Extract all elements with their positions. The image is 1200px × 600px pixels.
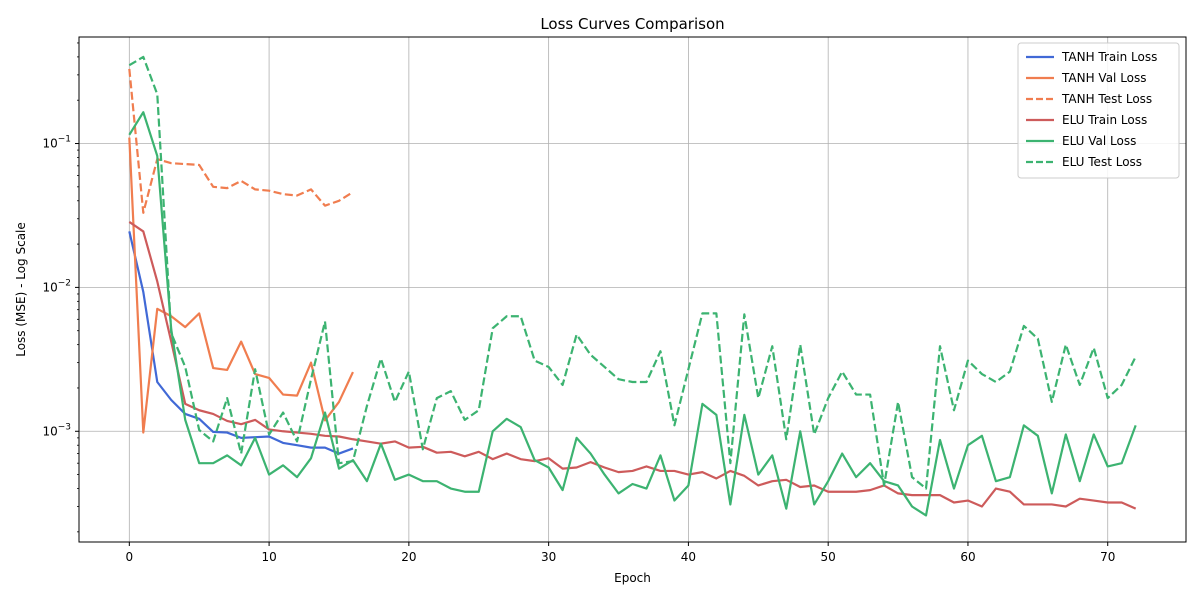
x-tick-label: 70	[1100, 550, 1115, 564]
x-tick-label: 60	[960, 550, 975, 564]
x-tick-label: 0	[125, 550, 133, 564]
legend-entry-label: TANH Train Loss	[1061, 50, 1157, 64]
x-axis: 0 10 20 30 40 50 60 70	[125, 542, 1115, 564]
plot-frame	[78, 36, 1187, 543]
series-line-tanh-val-loss	[128, 137, 354, 434]
legend-entry-label: TANH Test Loss	[1061, 92, 1152, 106]
series-line-elu-val-loss	[128, 111, 1137, 517]
y-tick-label: 10−1	[42, 135, 71, 151]
x-tick-label: 40	[681, 550, 696, 564]
grid	[79, 37, 1186, 542]
x-tick-label: 10	[261, 550, 276, 564]
chart-title: Loss Curves Comparison	[540, 15, 724, 33]
x-axis-label: Epoch	[614, 571, 651, 585]
x-tick-label: 50	[821, 550, 836, 564]
legend-entry-label: TANH Val Loss	[1061, 71, 1147, 85]
y-axis-label: Loss (MSE) - Log Scale	[14, 222, 28, 357]
legend-entry-label: ELU Val Loss	[1062, 134, 1136, 148]
legend-entry-label: ELU Test Loss	[1062, 155, 1142, 169]
series-group	[128, 55, 1137, 517]
x-tick-label: 30	[541, 550, 556, 564]
legend: TANH Train Loss TANH Val Loss TANH Test Lo…	[1017, 42, 1180, 179]
legend-box	[1017, 42, 1180, 179]
series-line-tanh-train-loss	[128, 231, 354, 455]
series-line-elu-train-loss	[128, 221, 1137, 510]
y-axis: 10−3 10−2 10−1	[42, 42, 79, 533]
legend-entry-label: ELU Train Loss	[1062, 113, 1147, 127]
series-line-tanh-test-loss	[128, 68, 354, 214]
y-tick-label: 10−2	[42, 278, 71, 294]
x-tick-label: 20	[401, 550, 416, 564]
series-line-elu-test-loss	[128, 55, 1137, 490]
y-tick-label: 10−3	[42, 422, 71, 438]
